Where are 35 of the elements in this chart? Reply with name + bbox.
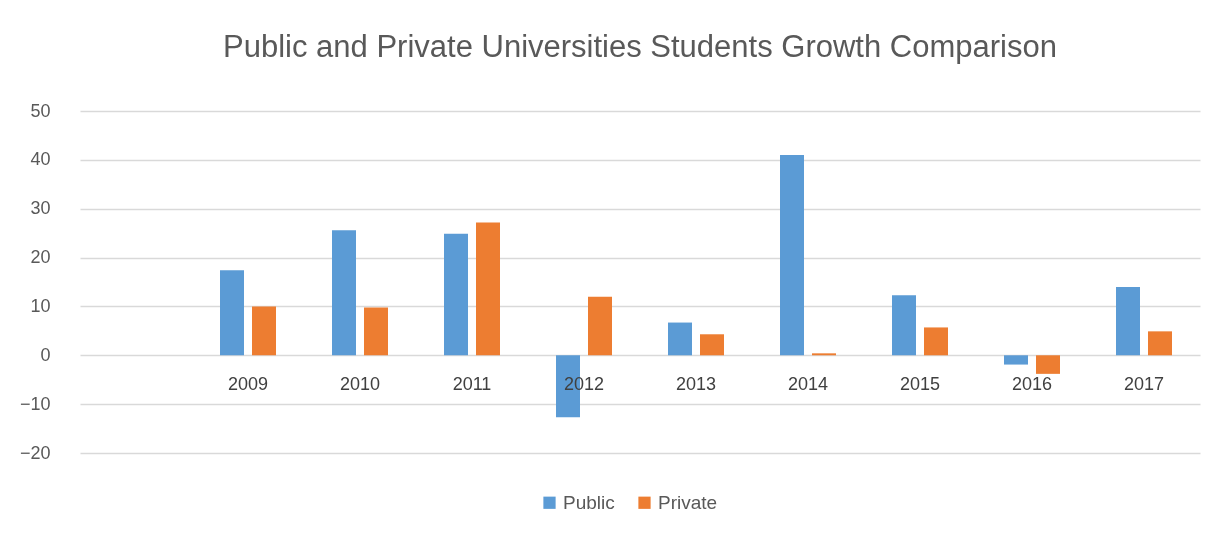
legend-label: Public [563,491,615,513]
x-tick-label: 2010 [339,373,381,394]
y-tick-label: 10 [30,295,51,316]
x-tick-label: 2015 [899,373,941,394]
bar [1004,355,1028,365]
y-tick-label: −20 [19,442,51,463]
bar [780,154,804,356]
bar [364,307,388,356]
x-tick-label: 2011 [452,373,492,394]
chart-title: Public and Private Universities Students Growth Comparison [223,29,1057,64]
y-tick-label: 30 [30,198,51,219]
bar [588,296,612,356]
bar [1148,331,1172,356]
x-tick-label: 2016 [1011,373,1053,394]
x-tick-label: 2009 [227,373,269,394]
bar [892,295,916,356]
x-tick-label: 2013 [675,373,717,394]
bar [332,230,356,356]
bar [220,270,244,356]
bar [252,306,276,356]
y-tick-label: 40 [30,149,51,170]
y-tick-label: −10 [19,393,51,414]
bar [476,222,500,356]
bar [668,322,692,356]
bar [1116,286,1140,356]
x-tick-label: 2017 [1123,373,1165,394]
bar [444,233,468,356]
y-tick-label: 20 [30,247,51,268]
y-tick-label: 0 [40,344,51,365]
bar [700,334,724,356]
legend-label: Private [658,491,718,513]
y-tick-label: 50 [30,100,51,121]
x-tick-label: 2014 [787,373,829,394]
bar [1036,355,1060,374]
bar [924,327,948,356]
